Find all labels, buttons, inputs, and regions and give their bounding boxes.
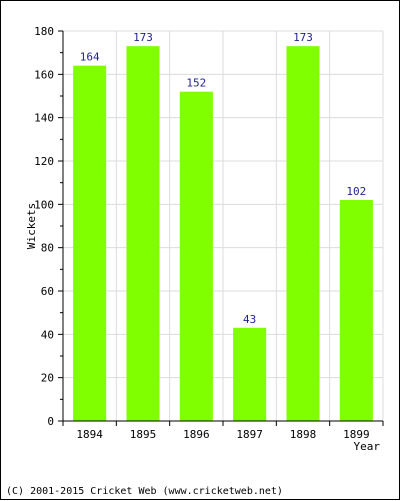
data-label: 173 [133, 31, 153, 44]
bar [126, 46, 160, 422]
y-tick-label: 140 [34, 112, 54, 125]
y-tick-label: 180 [34, 25, 54, 38]
x-tick-label: 1899 [343, 428, 370, 441]
x-axis-title: Year [354, 440, 381, 453]
y-tick-label: 40 [41, 328, 54, 341]
data-label: 102 [346, 185, 366, 198]
axes [58, 30, 384, 426]
bar [73, 65, 107, 422]
x-tick-label: 1897 [236, 428, 263, 441]
y-tick-label: 20 [41, 372, 54, 385]
copyright-footer: (C) 2001-2015 Cricket Web (www.cricketwe… [6, 486, 283, 497]
bar [179, 91, 213, 422]
y-tick-label: 160 [34, 68, 54, 81]
x-tick-label: 1898 [290, 428, 317, 441]
data-label: 164 [80, 51, 100, 64]
bars [73, 46, 373, 422]
data-label: 43 [243, 313, 256, 326]
y-axis-title: Wickets [25, 203, 38, 249]
x-tick-label: 1896 [183, 428, 210, 441]
y-tick-label: 120 [34, 155, 54, 168]
bar [339, 200, 373, 421]
bar [286, 46, 320, 422]
grid-lines [63, 30, 384, 421]
data-label: 152 [186, 77, 206, 90]
x-tick-label: 1895 [130, 428, 157, 441]
data-label: 173 [293, 31, 313, 44]
y-tick-label: 100 [34, 198, 54, 211]
y-tick-label: 80 [41, 242, 54, 255]
y-tick-label: 0 [47, 415, 54, 428]
x-tick-label: 1894 [76, 428, 103, 441]
labels: 0 20 40 60 80 100 120 140 160 180 164 1894 173 1895 15… [34, 25, 369, 441]
bar [233, 327, 267, 421]
y-tick-label: 60 [41, 285, 54, 298]
